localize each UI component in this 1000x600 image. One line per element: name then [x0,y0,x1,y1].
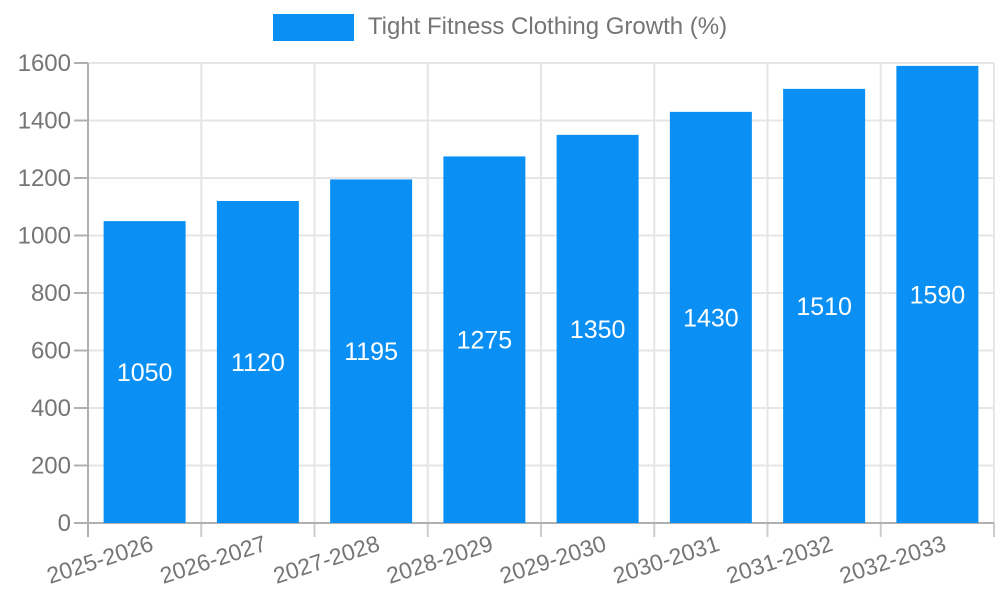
x-axis-tick-label: 2032-2033 [836,530,949,589]
bar[interactable] [443,156,526,523]
bar-value-label: 1590 [910,281,966,309]
x-axis-tick-label: 2030-2031 [610,530,723,589]
x-axis-tick-label: 2027-2028 [270,530,383,589]
y-axis-tick-label: 1000 [18,223,71,250]
bar-value-label: 1120 [231,349,285,377]
bar[interactable] [783,88,866,523]
bar[interactable] [216,201,299,523]
legend-swatch [272,13,354,41]
bar[interactable] [896,65,979,523]
bar-value-label: 1430 [683,304,739,332]
y-axis-tick-label: 800 [31,280,71,307]
bar-value-label: 1510 [796,293,852,321]
y-axis-tick-label: 1200 [18,165,71,192]
bar[interactable] [669,111,752,523]
bar[interactable] [556,134,639,523]
bar-value-label: 1350 [570,316,626,344]
bar[interactable] [330,179,413,523]
legend[interactable]: Tight Fitness Clothing Growth (%) [0,13,1000,41]
bar[interactable] [103,221,186,523]
x-axis-tick-label: 2025-2026 [44,530,157,589]
legend-label: Tight Fitness Clothing Growth (%) [367,13,728,40]
y-axis-tick-label: 600 [31,338,71,365]
bar-value-label: 1275 [457,327,513,355]
y-axis-tick-label: 1400 [18,108,71,135]
x-axis-tick-label: 2029-2030 [497,530,610,589]
x-axis-tick-label: 2031-2032 [723,530,836,589]
x-axis-tick-label: 2026-2027 [157,530,270,589]
x-axis-tick-label: 2028-2029 [383,530,496,589]
bar-value-label: 1050 [117,359,173,387]
y-axis-tick-label: 0 [58,510,71,537]
y-axis-tick-label: 200 [31,453,71,480]
y-axis-tick-label: 400 [31,395,71,422]
bar-value-label: 1195 [344,338,398,366]
y-axis-tick-label: 1600 [18,50,71,77]
